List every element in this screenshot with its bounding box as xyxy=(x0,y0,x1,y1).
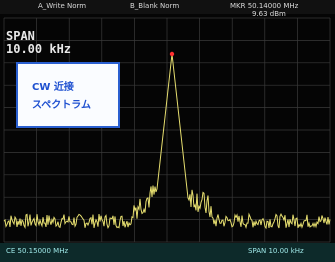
caption-line: スペクトラム xyxy=(32,96,91,111)
center-frequency: CE 50.15000 MHz xyxy=(6,247,68,255)
trace-b-mode: B_Blank Norm xyxy=(130,2,179,10)
marker-frequency: MKR 50.14000 MHz xyxy=(230,2,298,10)
analyzer-screen: A_Write Norm B_Blank Norm MKR 50.14000 M… xyxy=(0,0,335,262)
caption-box: CW 近接 スペクトラム xyxy=(16,62,120,128)
marker xyxy=(170,52,174,56)
span-setting: SPAN 10.00 kHz xyxy=(248,247,304,255)
trace-a-mode: A_Write Norm xyxy=(38,2,86,10)
marker-level: 9.63 dBm xyxy=(252,10,286,18)
span-label: SPAN xyxy=(6,30,35,42)
spectrum-display xyxy=(0,0,335,262)
span-value: 10.00 kHz xyxy=(6,43,71,55)
caption-line: CW 近接 xyxy=(32,78,74,93)
